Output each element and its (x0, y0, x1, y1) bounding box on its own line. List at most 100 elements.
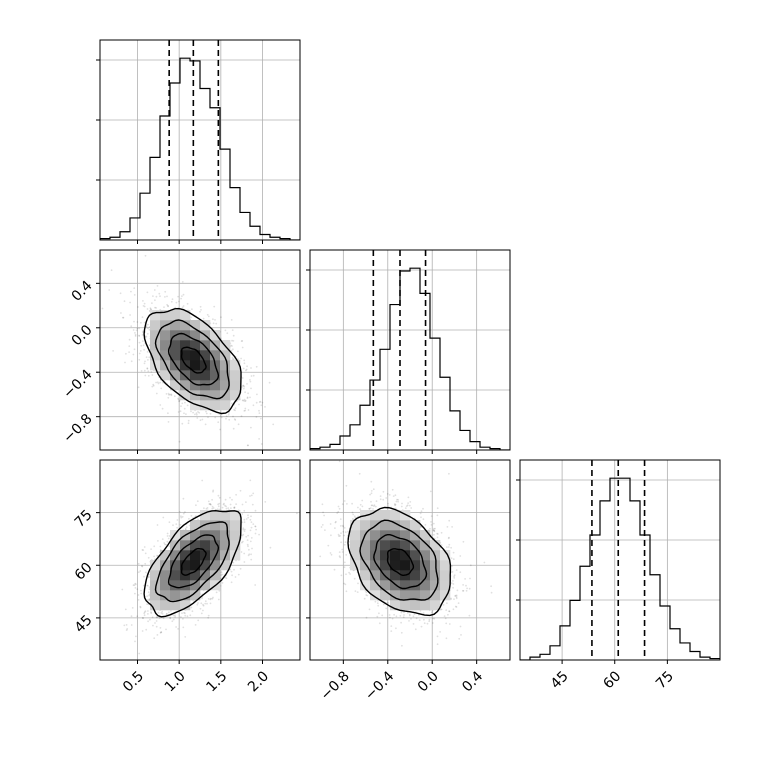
scatter-point (181, 295, 183, 297)
scatter-point (258, 438, 260, 440)
density-cell (420, 570, 431, 581)
scatter-point (199, 305, 202, 308)
scatter-point (177, 411, 180, 413)
scatter-point (145, 356, 148, 359)
scatter-point (177, 398, 180, 401)
scatter-point (439, 631, 441, 633)
scatter-point (227, 507, 230, 509)
scatter-point (154, 622, 156, 624)
density-cell (180, 380, 191, 391)
scatter-point (408, 620, 410, 622)
scatter-point (159, 627, 162, 629)
density-cell (200, 320, 211, 331)
scatter-point (369, 493, 371, 496)
scatter-point (351, 517, 354, 520)
density-cell (180, 590, 191, 601)
scatter-point (175, 301, 178, 304)
scatter-point (250, 494, 253, 497)
density-cell (190, 400, 201, 411)
density-cell (190, 350, 201, 361)
scatter-point (402, 616, 405, 619)
density-cell (170, 560, 181, 571)
panel-frame (99, 249, 301, 451)
density-cell (390, 560, 401, 571)
scatter-point (337, 505, 340, 508)
scatter-point (212, 489, 215, 492)
scatter-point (242, 528, 245, 531)
density-cell (180, 310, 191, 321)
scatter-point (387, 601, 389, 604)
scatter-point (184, 636, 187, 638)
x-tick-label: 1.5 (203, 668, 230, 695)
scatter-point (157, 540, 159, 542)
scatter-point (252, 374, 255, 377)
scatter-point (177, 397, 179, 400)
scatter-point (343, 534, 346, 537)
scatter-point (138, 358, 141, 361)
scatter-point (447, 537, 450, 540)
scatter-point (345, 573, 347, 576)
scatter-point (101, 307, 104, 310)
scatter-point (225, 507, 228, 510)
density-cell (170, 370, 181, 381)
scatter-point (319, 555, 322, 558)
scatter-point (334, 521, 337, 524)
scatter-point (412, 615, 415, 618)
scatter-point (395, 615, 398, 618)
scatter-point (206, 313, 209, 316)
scatter-point (161, 612, 164, 615)
density-cell (200, 350, 211, 361)
scatter-point (370, 504, 373, 507)
scatter-point (430, 524, 433, 526)
density-cell (200, 540, 211, 551)
scatter-point (390, 630, 393, 632)
scatter-point (215, 591, 218, 594)
scatter-point (241, 399, 244, 402)
scatter-point (349, 573, 351, 575)
scatter-point (338, 535, 340, 537)
scatter-point (159, 295, 161, 298)
scatter-point (436, 532, 438, 535)
scatter-point (233, 418, 236, 420)
density-cell (410, 560, 421, 571)
scatter-point (440, 531, 443, 534)
scatter-point (168, 521, 171, 524)
scatter-point (128, 338, 131, 341)
scatter-point (201, 597, 203, 600)
scatter-point (155, 295, 158, 298)
density-cell (380, 520, 391, 531)
scatter-point (431, 622, 434, 624)
scatter-point (121, 588, 124, 591)
scatter-point (260, 417, 262, 420)
density-cell (160, 560, 171, 571)
scatter-point (158, 370, 160, 373)
scatter-point (146, 308, 149, 310)
scatter-point (233, 506, 236, 508)
scatter-point (249, 540, 252, 543)
scatter-point (245, 535, 248, 538)
scatter-point (150, 612, 153, 615)
scatter-point (320, 526, 323, 528)
scatter-point (490, 591, 493, 594)
scatter-point (122, 316, 125, 319)
x-tick-label: 1.0 (162, 668, 189, 695)
scatter-point (144, 610, 147, 612)
scatter-point (207, 598, 210, 600)
scatter-point (146, 351, 149, 353)
scatter-point (136, 615, 139, 618)
scatter-point (258, 412, 261, 414)
density-cell (190, 570, 201, 581)
density-cell (190, 340, 201, 351)
scatter-point (228, 418, 231, 421)
scatter-point (155, 381, 158, 384)
scatter-point (145, 628, 148, 631)
scatter-point (208, 503, 211, 505)
density-cell (210, 550, 221, 561)
scatter-point (246, 383, 248, 385)
contour-level-1.5 (154, 319, 230, 400)
scatter-point (180, 516, 183, 519)
scatter-point (230, 344, 232, 347)
scatter-point (135, 583, 137, 586)
scatter-point (234, 409, 237, 412)
scatter-point (128, 345, 131, 347)
